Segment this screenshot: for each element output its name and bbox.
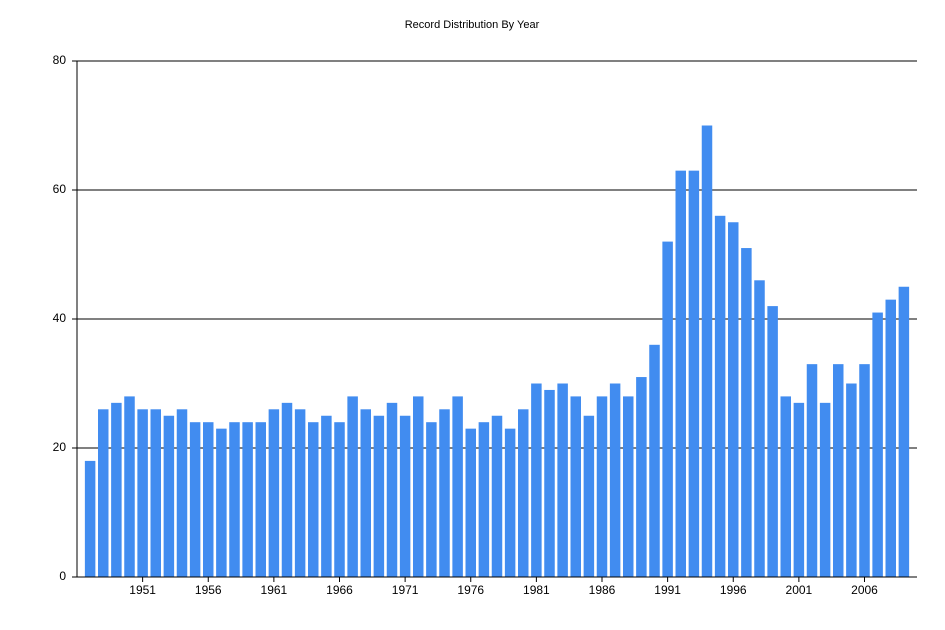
- bar: [728, 222, 739, 577]
- bar: [793, 402, 805, 577]
- bar: [386, 402, 398, 577]
- bar: [504, 428, 516, 577]
- x-tick-label: 1996: [720, 583, 747, 597]
- bar: [268, 409, 280, 577]
- x-tick-label: 1986: [589, 583, 616, 597]
- bar: [557, 383, 568, 577]
- x-tick-label: 2006: [851, 583, 878, 597]
- bar: [439, 409, 450, 577]
- bar: [334, 422, 345, 577]
- bar: [413, 396, 424, 577]
- bar: [478, 422, 490, 577]
- bar: [216, 428, 227, 577]
- bar: [124, 396, 135, 577]
- bar: [675, 170, 686, 577]
- bar: [518, 409, 529, 577]
- bar: [281, 402, 293, 577]
- bar: [373, 415, 385, 577]
- bar: [609, 383, 621, 577]
- bar: [465, 428, 476, 577]
- bar: [203, 422, 214, 577]
- bar: [163, 415, 175, 577]
- bar: [531, 383, 542, 577]
- x-tick-label: 1981: [523, 583, 550, 597]
- bar: [84, 460, 96, 577]
- bar: [189, 422, 201, 577]
- bar: [767, 306, 778, 577]
- bar: [780, 396, 791, 577]
- bar: [491, 415, 503, 577]
- bar: [636, 377, 647, 577]
- x-tick-label: 1971: [392, 583, 419, 597]
- bar: [819, 402, 831, 577]
- bar: [347, 396, 358, 577]
- bar: [872, 312, 883, 577]
- y-tick-label: 60: [53, 182, 67, 196]
- x-tick-label: 1951: [129, 583, 156, 597]
- bar: [596, 396, 608, 577]
- bar: [754, 280, 765, 577]
- bar: [833, 364, 844, 577]
- bar: [150, 409, 161, 577]
- x-tick-label: 1976: [457, 583, 484, 597]
- bar: [137, 409, 148, 577]
- y-tick-label: 80: [53, 53, 67, 67]
- bar: [701, 125, 713, 577]
- bar: [321, 415, 332, 577]
- bar: [426, 422, 437, 577]
- bar: [255, 422, 266, 577]
- bar: [885, 299, 896, 577]
- bar: [308, 422, 319, 577]
- bar: [229, 422, 240, 577]
- bar: [714, 215, 726, 578]
- bar: [846, 383, 857, 577]
- chart-title: Record Distribution By Year: [405, 19, 540, 31]
- x-tick-label: 1956: [195, 583, 222, 597]
- bar: [741, 248, 752, 578]
- y-tick-label: 20: [53, 440, 67, 454]
- bar: [242, 422, 253, 577]
- bar: [176, 409, 188, 577]
- bar: [898, 286, 910, 577]
- x-tick-label: 1961: [261, 583, 288, 597]
- bar: [452, 396, 463, 577]
- bar: [859, 364, 870, 577]
- x-tick-label: 2001: [786, 583, 813, 597]
- bar: [623, 396, 634, 577]
- bar: [649, 344, 660, 577]
- bar: [662, 241, 673, 577]
- x-tick-label: 1991: [654, 583, 681, 597]
- bar: [294, 409, 306, 577]
- y-tick-label: 40: [53, 311, 67, 325]
- bar: [544, 389, 555, 577]
- bar: [111, 402, 122, 577]
- bar: [360, 409, 371, 577]
- bar: [98, 409, 109, 577]
- bar: [806, 364, 818, 577]
- y-tick-label: 0: [59, 569, 66, 583]
- bar: [570, 396, 581, 577]
- x-tick-label: 1966: [326, 583, 353, 597]
- bar: [399, 415, 411, 577]
- bar: [583, 415, 595, 577]
- bar: [688, 170, 700, 577]
